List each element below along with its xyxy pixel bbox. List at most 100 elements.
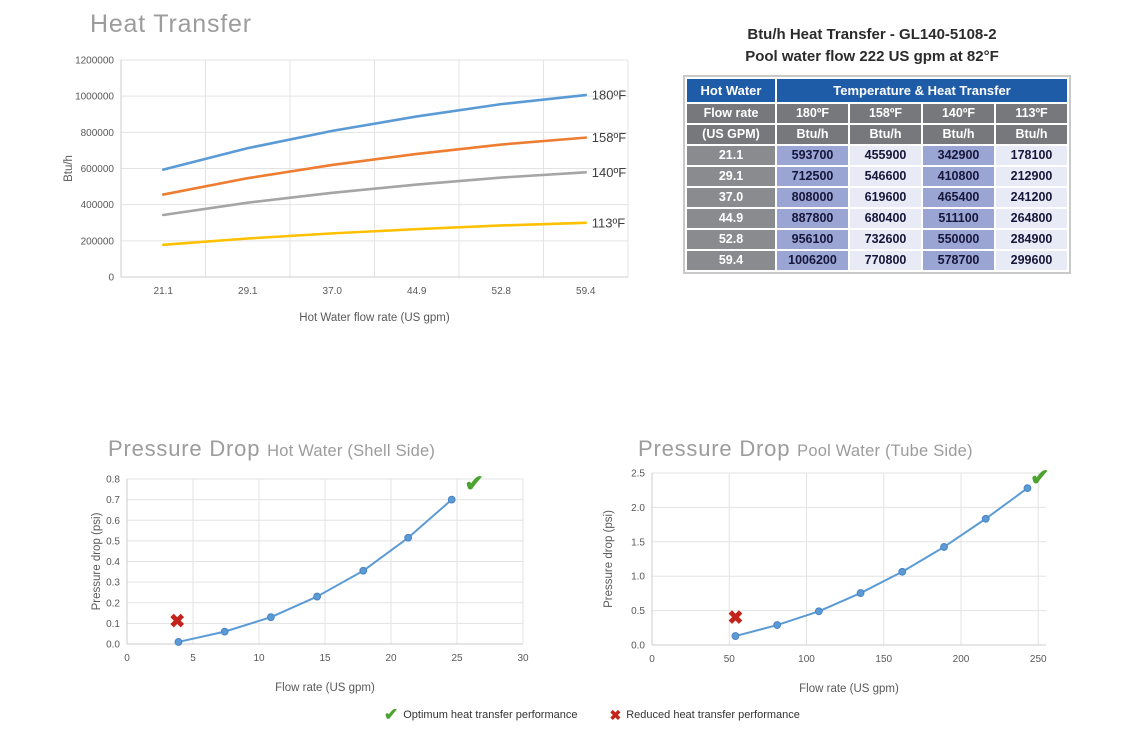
table-row: 59.4 1006200 770800 578700 299600: [687, 250, 1067, 270]
y-tick-label: 0.3: [106, 578, 120, 589]
series-line: [161, 136, 588, 196]
pressure-drop-shell-title: Pressure Drop Hot Water (Shell Side): [108, 436, 435, 462]
y-tick-label: 0.2: [106, 598, 120, 609]
y-tick-label: 0.7: [106, 495, 120, 506]
btu-value-cell: 578700: [923, 250, 994, 270]
legend-reduced-item: ✖ Reduced heat transfer performance: [610, 708, 800, 722]
x-tick-label: 25: [451, 653, 463, 664]
table-row: 37.0 808000 619600 465400 241200: [687, 187, 1067, 207]
y-tick-label: 0.0: [631, 641, 645, 652]
btu-value-cell: 178100: [996, 145, 1067, 165]
table-row: 29.1 712500 546600 410800 212900: [687, 166, 1067, 186]
btu-value-cell: 410800: [923, 166, 994, 186]
series-line: [161, 171, 588, 217]
btu-value-cell: 284900: [996, 229, 1067, 249]
y-tick-label: 0.4: [106, 557, 120, 568]
flow-unit-header: (US GPM): [687, 124, 775, 144]
btu-value-cell: 465400: [923, 187, 994, 207]
table-title: Btu/h Heat Transfer - GL140-5108-2 Pool …: [683, 24, 1061, 68]
y-tick-label: 400000: [81, 200, 115, 211]
y-tick-label: 0.5: [106, 536, 120, 547]
btu-value-cell: 455900: [850, 145, 921, 165]
x-axis-label: Flow rate (US gpm): [799, 683, 899, 695]
series-end-label: 180ºF: [592, 88, 626, 103]
data-point-marker: [220, 627, 229, 636]
data-point-marker: [313, 592, 321, 601]
legend-optimum-item: ✔ Optimum heat transfer performance: [384, 706, 578, 723]
btu-value-cell: 770800: [850, 250, 921, 270]
btu-unit-header: Btu/h: [777, 124, 848, 144]
btu-value-cell: 956100: [777, 229, 848, 249]
btu-value-cell: 593700: [777, 145, 848, 165]
flow-value-cell: 37.0: [687, 187, 775, 207]
pressure-drop-shell-chart: 0.0 0.1 0.2 0.3 0.4 0.5 0.6 0.7 0.8 0 5 10 15 20 25 30 ✖…: [91, 470, 529, 694]
y-tick-label: 1.0: [631, 572, 645, 583]
temp-column-header: 140ºF: [923, 103, 994, 123]
btu-value-cell: 212900: [996, 166, 1067, 186]
temp-column-header: 113ºF: [996, 103, 1067, 123]
data-point-marker: [773, 621, 782, 629]
y-tick-label: 2.0: [631, 503, 645, 514]
btu-value-cell: 299600: [996, 250, 1067, 270]
btu-unit-header: Btu/h: [850, 124, 921, 144]
temp-column-header: 180ºF: [777, 103, 848, 123]
check-marker: ✔: [465, 470, 484, 496]
y-tick-label: 0: [108, 273, 114, 284]
heat-transfer-title: Heat Transfer: [90, 10, 252, 38]
data-point-marker: [1023, 484, 1032, 493]
pressure-drop-tube-title: Pressure Drop Pool Water (Tube Side): [638, 436, 973, 462]
x-axis-label: Hot Water flow rate (US gpm): [299, 312, 450, 324]
flow-value-cell: 44.9: [687, 208, 775, 228]
x-tick-label: 200: [953, 654, 970, 665]
cross-icon: ✖: [609, 706, 622, 723]
check-icon: ✔: [384, 705, 399, 724]
btu-unit-header: Btu/h: [996, 124, 1067, 144]
y-axis-label: Pressure drop (psi): [603, 510, 615, 608]
series-line: [161, 93, 588, 171]
pressure-drop-tube-chart: 0.0 0.5 1.0 1.5 2.0 2.5 0 50 100 150 200 250 ✖ ✔ Flow …: [603, 464, 1049, 695]
y-tick-label: 1.5: [631, 537, 645, 548]
series-end-label: 113ºF: [592, 215, 625, 230]
flow-rate-header: Flow rate: [687, 103, 775, 123]
table-header-row-3: (US GPM) Btu/h Btu/h Btu/h Btu/h: [687, 124, 1067, 144]
heat-transfer-table: Hot Water Temperature & Heat Transfer Flow…: [683, 74, 1071, 274]
series-line: [161, 221, 588, 247]
btu-value-cell: 241200: [996, 187, 1067, 207]
x-tick-label: 20: [385, 653, 397, 664]
x-tick-label: 15: [319, 653, 331, 664]
y-tick-label: 800000: [81, 128, 115, 139]
y-tick-label: 200000: [81, 236, 115, 247]
hot-water-header: Hot Water: [687, 78, 775, 102]
pd-tube-title-main: Pressure Drop: [638, 436, 791, 461]
pd-shell-title-sub: Hot Water (Shell Side): [267, 442, 436, 460]
x-tick-label: 0: [124, 653, 130, 664]
table-row: 44.9 887800 680400 511100 264800: [687, 208, 1067, 228]
x-tick-label: 10: [253, 653, 265, 664]
cross-marker: ✖: [169, 611, 185, 632]
series-end-label: 158ºF: [592, 130, 626, 145]
table-title-line2: Pool water flow 222 US gpm at 82°F: [745, 47, 999, 65]
x-axis-label: Flow rate (US gpm): [275, 682, 375, 694]
data-point-marker: [981, 514, 990, 523]
btu-value-cell: 546600: [850, 166, 921, 186]
x-tick-label: 100: [798, 654, 815, 665]
flow-value-cell: 21.1: [687, 145, 775, 165]
x-tick-label: 0: [649, 654, 655, 665]
check-marker: ✔: [1030, 464, 1049, 490]
y-tick-label: 0.8: [106, 475, 120, 486]
series-line: [177, 498, 453, 643]
x-tick-label: 250: [1030, 654, 1047, 665]
y-tick-label: 0.6: [106, 516, 120, 527]
btu-value-cell: 342900: [923, 145, 994, 165]
y-tick-label: 2.5: [631, 469, 645, 480]
x-tick-label: 37.0: [323, 286, 343, 297]
btu-value-cell: 887800: [777, 208, 848, 228]
btu-value-cell: 680400: [850, 208, 921, 228]
x-tick-label: 59.4: [576, 286, 596, 297]
data-point-marker: [814, 607, 823, 616]
flow-value-cell: 52.8: [687, 229, 775, 249]
series-end-label: 140ºF: [592, 165, 626, 180]
table-row: 52.8 956100 732600 550000 284900: [687, 229, 1067, 249]
y-tick-label: 1000000: [75, 92, 114, 103]
